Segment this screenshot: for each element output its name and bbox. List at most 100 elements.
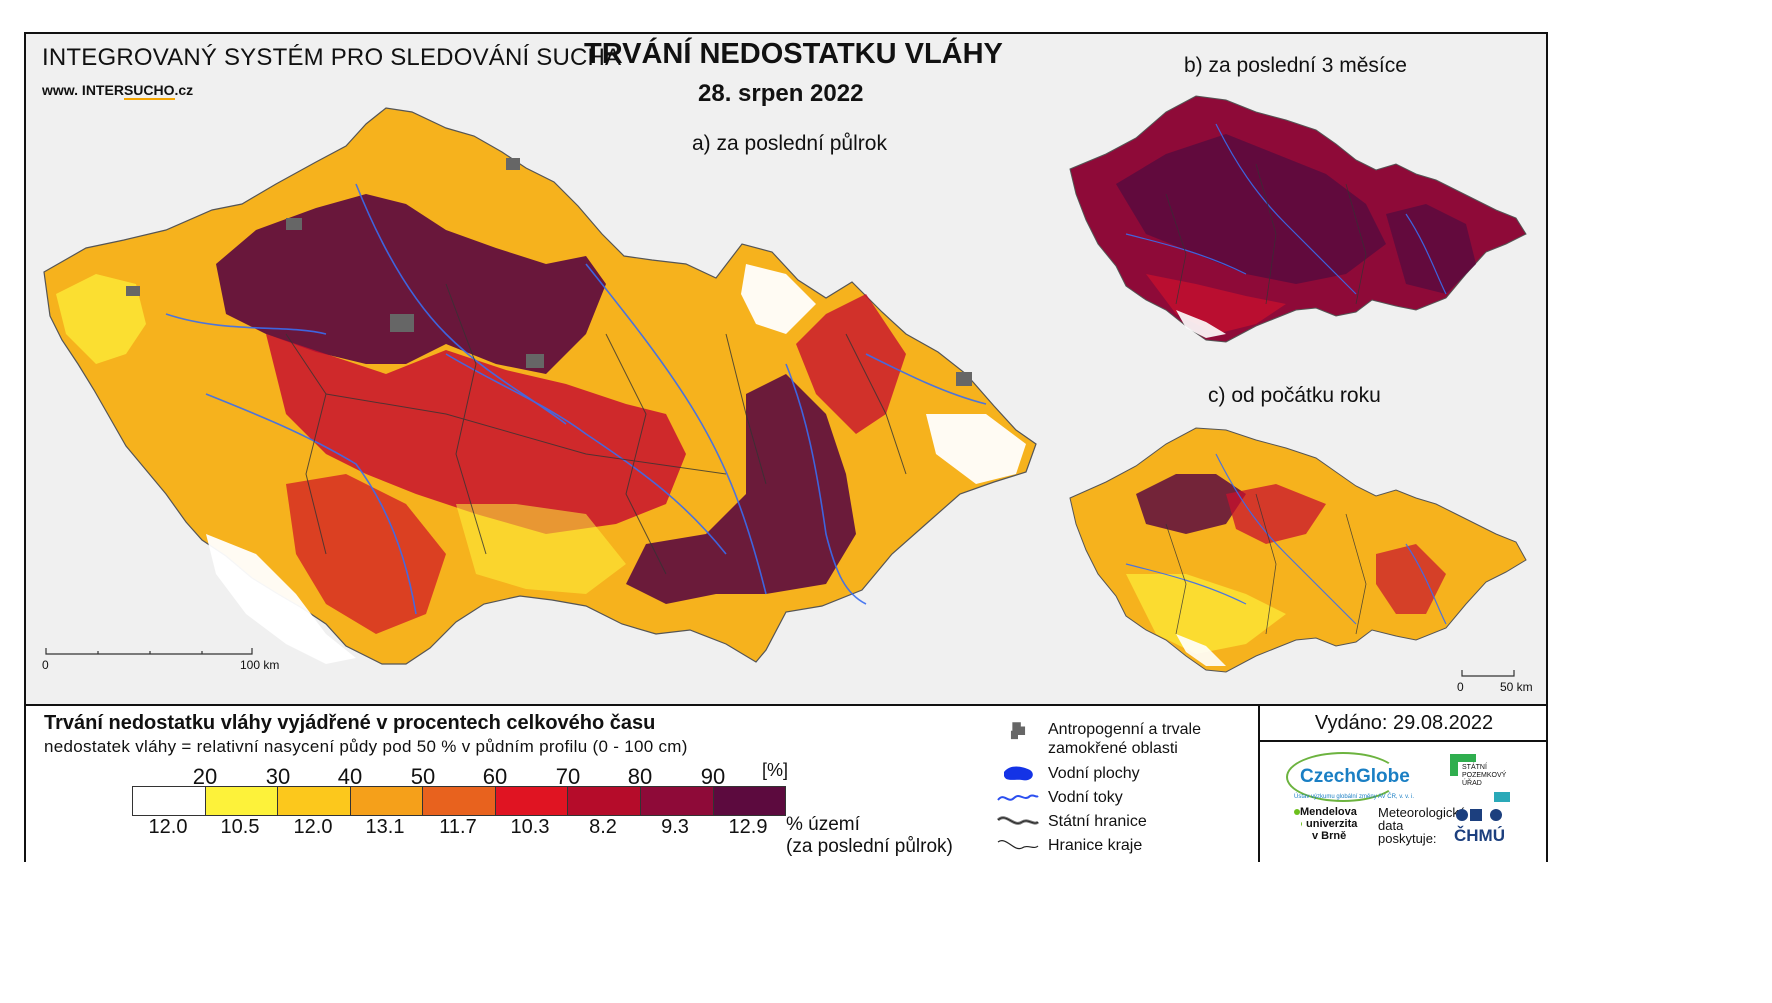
c-white-south xyxy=(1176,634,1226,666)
key-region-border: Hranice kraje xyxy=(996,834,1296,858)
map-sheet: INTEGROVANÝ SYSTÉM PRO SLEDOVÁNÍ SUCHA w… xyxy=(24,32,1548,862)
key-water-bodies: Vodní plochy xyxy=(996,762,1296,786)
map-a-label: a) za poslední půlrok xyxy=(692,132,887,155)
spu-line1: STÁTNÍ xyxy=(1462,764,1487,771)
b-red-south xyxy=(1146,274,1286,334)
intensity-red-southwest xyxy=(286,474,446,634)
percent-value: 9.3 xyxy=(661,816,689,838)
percent-value: 12.0 xyxy=(148,816,188,838)
map-c-label: c) od počátku roku xyxy=(1208,384,1381,407)
threshold-label: 50 xyxy=(410,764,436,789)
legend-panel: Trvání nedostatku vláhy vyjádřené v proc… xyxy=(26,704,1548,862)
spu-accent-icon xyxy=(1494,792,1510,802)
scale-main-end: 100 km xyxy=(240,658,280,672)
intensity-white-east xyxy=(926,414,1026,484)
scale-bar-small xyxy=(1461,670,1515,677)
scale-main-start: 0 xyxy=(42,658,49,672)
website-link[interactable]: www. INTERSUCHO.cz xyxy=(42,82,194,100)
color-class xyxy=(350,787,424,815)
threshold-label: 60 xyxy=(482,764,508,789)
key-water-bodies-label: Vodní plochy xyxy=(1048,765,1140,782)
main-title: TRVÁNÍ NEDOSTATKU VLÁHY xyxy=(584,38,1003,70)
czechglobe-subtitle: Ústav výzkumu globální změny AV ČR, v. v… xyxy=(1294,794,1415,800)
rivers-c xyxy=(1125,453,1447,625)
intensity-red-central xyxy=(266,334,686,534)
intensity-yellow-west xyxy=(56,274,146,364)
percent-label: % území (za poslední půlrok) xyxy=(786,814,953,858)
c-dark-core xyxy=(1136,474,1246,534)
intensity-dark-bohemia xyxy=(216,194,606,374)
website-prefix: www. INTER xyxy=(42,82,124,98)
region-borders-main xyxy=(285,283,907,575)
chmu-mark-icon xyxy=(1456,809,1502,821)
key-rivers: Vodní toky xyxy=(996,786,1296,810)
percent-value: 12.9 xyxy=(728,816,768,838)
intensity-white-south xyxy=(206,534,356,664)
state-border-icon xyxy=(996,816,1040,825)
c-yellow-south xyxy=(1126,574,1286,654)
mendel-line1: Mendelova xyxy=(1300,806,1357,818)
spu-text: STÁTNÍ POZEMKOVÝ ÚŘAD xyxy=(1462,764,1506,788)
color-class xyxy=(713,787,786,815)
key-urban-label: Antropogenní a trvale zamokřené oblasti xyxy=(1048,721,1201,757)
system-title: INTEGROVANÝ SYSTÉM PRO SLEDOVÁNÍ SUCHA xyxy=(42,44,622,71)
region-borders-c xyxy=(1165,493,1367,635)
color-class xyxy=(640,787,714,815)
map-date: 28. srpen 2022 xyxy=(698,80,864,107)
map-panel: INTEGROVANÝ SYSTÉM PRO SLEDOVÁNÍ SUCHA w… xyxy=(26,34,1546,704)
meteo-line1: Meteorologická xyxy=(1378,805,1467,820)
threshold-label: 80 xyxy=(627,764,653,789)
rivers-main xyxy=(165,183,987,615)
meteo-line3: poskytuje: xyxy=(1378,831,1437,846)
map-graphics xyxy=(43,95,1527,677)
rivers-b xyxy=(1125,123,1447,295)
color-class xyxy=(278,787,351,815)
czech-outline-c xyxy=(1069,427,1527,673)
mendel-line3: v Brně xyxy=(1312,830,1347,842)
percent-value: 11.7 xyxy=(439,816,477,838)
key-urban: Antropogenní a trvale zamokřené oblasti xyxy=(996,718,1296,758)
map-a xyxy=(43,107,1037,665)
czechglobe-ring-icon xyxy=(1286,752,1400,802)
chmu-logo: ČHMÚ xyxy=(1454,826,1505,845)
mendel-dots-icon xyxy=(1294,809,1302,827)
key-state-border-label: Státní hranice xyxy=(1048,813,1147,830)
threshold-label: 20 xyxy=(192,764,218,789)
percent-value: 10.3 xyxy=(510,816,550,838)
percent-value: 13.1 xyxy=(365,816,405,838)
czechglobe-logo: CzechGlobe xyxy=(1286,752,1410,802)
key-rivers-label: Vodní toky xyxy=(1048,789,1123,806)
water-body-icon xyxy=(1004,766,1033,781)
website-suffix: .cz xyxy=(174,82,194,98)
meteo-line2: data xyxy=(1378,818,1404,833)
issued-date: Vydáno: 29.08.2022 xyxy=(1260,706,1548,742)
legend-unit: [%] xyxy=(762,760,789,780)
percent-label-line1: % území xyxy=(786,814,860,835)
c-red-north xyxy=(1226,484,1326,544)
threshold-label: 40 xyxy=(337,764,363,789)
percent-value: 10.5 xyxy=(220,816,260,838)
scale-small-end: 50 km xyxy=(1500,680,1533,694)
b-dark-east xyxy=(1386,204,1476,294)
spu-line2: POZEMKOVÝ xyxy=(1462,772,1507,779)
river-icon xyxy=(997,794,1039,801)
color-class xyxy=(205,787,279,815)
color-class xyxy=(423,787,496,815)
intensity-yellow-center xyxy=(456,504,626,594)
scale-small-start: 0 xyxy=(1457,680,1464,694)
spu-line3: ÚŘAD xyxy=(1462,780,1482,787)
meteo-credit: Meteorologická data poskytuje: xyxy=(1378,806,1466,845)
color-class xyxy=(133,787,206,815)
map-b-label: b) za poslední 3 měsíce xyxy=(1184,54,1407,77)
map-b xyxy=(1069,95,1527,343)
key-state-border: Státní hranice xyxy=(996,810,1296,834)
intensity-white-north xyxy=(741,264,816,334)
urban-area-icon xyxy=(1010,722,1026,740)
threshold-label: 90 xyxy=(700,764,726,789)
percent-value: 12.0 xyxy=(293,816,333,838)
threshold-label: 30 xyxy=(265,764,291,789)
b-white-south xyxy=(1176,310,1226,338)
c-red-east xyxy=(1376,544,1446,614)
percent-label-line2: (za poslední půlrok) xyxy=(786,836,953,857)
scale-bar-main xyxy=(45,648,253,655)
